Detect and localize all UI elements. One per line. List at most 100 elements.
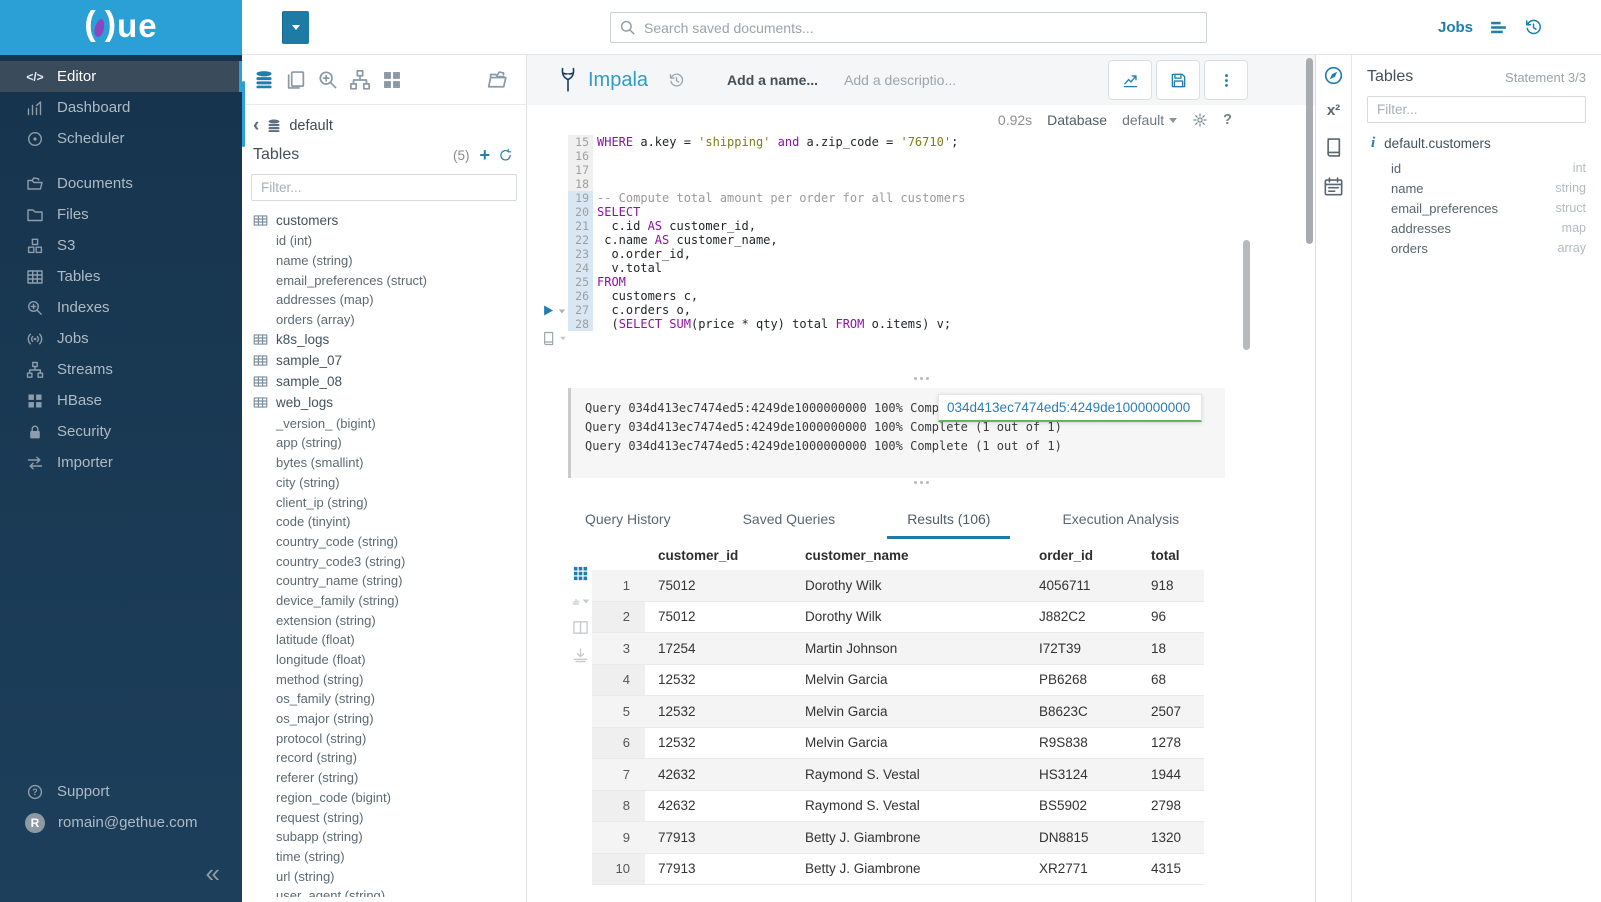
sidebar-item-documents[interactable]: Documents — [0, 168, 242, 199]
table-row[interactable]: 6 12532 Melvin Garcia R9S838 1278 — [592, 727, 1204, 759]
assist-compass-icon[interactable] — [1323, 65, 1344, 86]
active-table-row[interactable]: i default.customers — [1367, 135, 1586, 152]
column-item-method[interactable]: method (string) — [276, 671, 364, 687]
column-item-referer[interactable]: referer (string) — [276, 770, 359, 786]
column-item-latitude[interactable]: latitude (float) — [276, 632, 355, 648]
column-item-country-code3[interactable]: country_code3 (string) — [276, 553, 406, 569]
column-item-record[interactable]: record (string) — [276, 750, 357, 766]
column-item-city[interactable]: city (string) — [276, 474, 340, 490]
columns-view-icon[interactable] — [572, 619, 589, 636]
search-input[interactable] — [610, 12, 1207, 43]
column-item-app[interactable]: app (string) — [276, 435, 342, 451]
sidebar-item-support[interactable]: ? Support — [0, 776, 242, 807]
right-filter-input[interactable] — [1367, 96, 1586, 123]
column-item-region-code[interactable]: region_code (bigint) — [276, 789, 391, 805]
column-item-orders[interactable]: orders (array) — [276, 312, 355, 328]
column-item-user-agent[interactable]: user_agent (string) — [276, 888, 386, 897]
hue-logo[interactable]: ( ) ue — [84, 5, 157, 47]
column-item-version[interactable]: _version_ (bigint) — [276, 415, 376, 431]
table-row[interactable]: 10 77913 Betty J. Giambrone XR2771 4315 — [592, 853, 1204, 885]
jobs-list-icon[interactable] — [1489, 18, 1508, 37]
query-id-tooltip[interactable]: 034d413ec7474ed5:4249de1000000000 — [938, 394, 1202, 422]
search-assist-icon[interactable] — [317, 69, 339, 91]
right-column-name[interactable]: name string — [1367, 178, 1586, 198]
column-item-country-name[interactable]: country_name (string) — [276, 573, 403, 589]
folder-open-icon[interactable] — [486, 69, 508, 91]
query-name-field[interactable]: Add a name... — [727, 72, 819, 88]
grid-view-icon[interactable] — [572, 565, 589, 582]
column-item-subapp[interactable]: subapp (string) — [276, 829, 363, 845]
database-assist-icon[interactable] — [253, 69, 275, 91]
table-row[interactable]: 2 75012 Dorothy Wilk J882C2 96 — [592, 601, 1204, 633]
right-column-email-preferences[interactable]: email_preferences struct — [1367, 198, 1586, 218]
tab-saved-queries[interactable]: Saved Queries — [742, 511, 836, 527]
column-item-addresses[interactable]: addresses (map) — [276, 292, 374, 308]
right-column-orders[interactable]: orders array — [1367, 238, 1586, 258]
sidebar-item-dashboard[interactable]: Dashboard — [0, 92, 242, 123]
tab-results-106[interactable]: Results (106) — [887, 502, 1011, 539]
table-item-web-logs[interactable]: web_logs — [242, 392, 526, 413]
table-item-sample-08[interactable]: sample_08 — [242, 371, 526, 392]
column-item-country-code[interactable]: country_code (string) — [276, 533, 399, 549]
chart-button[interactable] — [1108, 60, 1152, 100]
new-query-button[interactable]: Query — [282, 11, 309, 44]
code-editor[interactable]: 15 16 17 18 19 20 21 22 23 24 25 26 27 28 WHERE a.key… — [527, 135, 1315, 363]
table-row[interactable]: 8 42632 Raymond S. Vestal BS5902 2798 — [592, 790, 1204, 822]
database-selector[interactable]: default — [1122, 112, 1178, 128]
sidebar-item-scheduler[interactable]: Scheduler — [0, 123, 242, 154]
download-results-icon[interactable] — [572, 647, 589, 664]
column-item-code[interactable]: code (tinyint) — [276, 514, 351, 530]
column-item-client-ip[interactable]: client_ip (string) — [276, 494, 368, 510]
results-resize-handle[interactable] — [527, 481, 1315, 484]
right-column-addresses[interactable]: addresses map — [1367, 218, 1586, 238]
log-resize-handle[interactable] — [527, 377, 1315, 380]
back-chevron-icon[interactable]: ‹ — [253, 115, 260, 136]
reference-dropdown-icon[interactable] — [560, 336, 566, 341]
execute-dropdown-icon[interactable] — [558, 309, 566, 314]
tab-query-history[interactable]: Query History — [585, 511, 671, 527]
column-item-url[interactable]: url (string) — [276, 868, 335, 884]
column-item-request[interactable]: request (string) — [276, 809, 364, 825]
sidebar-item-user[interactable]: R romain@gethue.com — [0, 807, 242, 838]
jobs-link[interactable]: Jobs — [1437, 19, 1473, 36]
right-column-id[interactable]: id int — [1367, 158, 1586, 178]
refresh-tables-button[interactable] — [498, 148, 513, 163]
chart-view-control[interactable] — [572, 593, 590, 610]
sidebar-item-editor[interactable]: </> Editor — [0, 61, 242, 92]
active-table-name[interactable]: default.customers — [1384, 136, 1491, 151]
column-item-device-family[interactable]: device_family (string) — [276, 592, 399, 608]
language-reference-icon[interactable] — [541, 331, 556, 346]
sidebar-item-indexes[interactable]: Indexes — [0, 292, 242, 323]
execute-play-button[interactable] — [541, 303, 555, 318]
save-button[interactable] — [1156, 60, 1200, 100]
editor-code[interactable]: WHERE a.key = 'shipping' and a.zip_code … — [597, 135, 1235, 331]
main-scrollbar[interactable] — [1306, 58, 1313, 244]
column-item-os-major[interactable]: os_major (string) — [276, 711, 374, 727]
column-item-name[interactable]: name (string) — [276, 253, 353, 269]
query-history-icon[interactable] — [668, 72, 685, 89]
assist-scroll-indicator[interactable] — [242, 81, 245, 147]
table-row[interactable]: 5 12532 Melvin Garcia B8623C 2507 — [592, 696, 1204, 728]
engine-name[interactable]: Impala — [588, 68, 649, 91]
table-row[interactable]: 4 12532 Melvin Garcia PB6268 68 — [592, 664, 1204, 696]
column-item-longitude[interactable]: longitude (float) — [276, 652, 366, 668]
tab-execution-analysis[interactable]: Execution Analysis — [1062, 511, 1180, 527]
column-item-time[interactable]: time (string) — [276, 848, 345, 864]
documents-assist-icon[interactable] — [285, 69, 307, 91]
query-dropdown-button[interactable] — [282, 11, 309, 44]
more-actions-button[interactable] — [1204, 60, 1248, 100]
sidebar-item-tables[interactable]: Tables — [0, 261, 242, 292]
sidebar-item-importer[interactable]: Importer — [0, 447, 242, 478]
table-item-customers[interactable]: customers — [242, 210, 526, 231]
functions-icon[interactable]: x² — [1326, 102, 1341, 119]
sidebar-item-hbase[interactable]: HBase — [0, 385, 242, 416]
database-name[interactable]: default — [289, 118, 333, 134]
editor-scrollbar[interactable] — [1243, 240, 1250, 350]
table-row[interactable]: 7 42632 Raymond S. Vestal HS3124 1944 — [592, 759, 1204, 791]
column-item-bytes[interactable]: bytes (smallint) — [276, 455, 364, 471]
language-docs-icon[interactable] — [1323, 137, 1344, 158]
table-item-k8s-logs[interactable]: k8s_logs — [242, 329, 526, 350]
query-description-field[interactable]: Add a descriptio... — [844, 72, 957, 88]
table-row[interactable]: 1 75012 Dorothy Wilk 4056711 918 — [592, 570, 1204, 602]
sidebar-item-files[interactable]: Files — [0, 199, 242, 230]
